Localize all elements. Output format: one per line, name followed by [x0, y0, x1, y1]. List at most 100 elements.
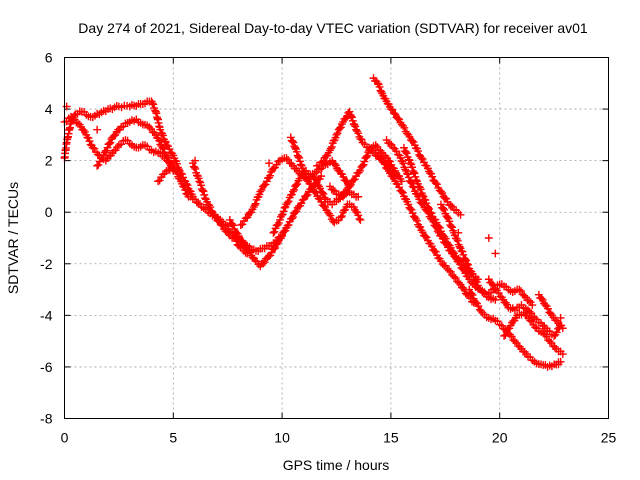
data-point	[359, 160, 368, 169]
data-point	[432, 218, 441, 227]
data-point	[257, 186, 266, 194]
data-point	[228, 220, 236, 228]
data-point	[404, 170, 412, 179]
y-axis-label: SDTVAR / TECUs	[5, 182, 21, 294]
series-track-1	[60, 97, 197, 201]
data-point	[386, 157, 394, 166]
data-point	[363, 151, 372, 160]
data-point	[458, 247, 467, 256]
data-point	[441, 234, 450, 243]
data-point	[474, 281, 482, 290]
data-point	[316, 184, 325, 193]
data-point	[159, 131, 167, 140]
data-point	[552, 328, 561, 337]
data-point	[310, 187, 319, 196]
data-point	[234, 232, 243, 240]
data-point	[454, 228, 463, 237]
y-tick-label: -6	[40, 359, 53, 375]
data-point	[409, 183, 418, 192]
data-point	[343, 112, 352, 121]
x-tick-label: 0	[61, 430, 69, 446]
data-point	[431, 179, 440, 188]
data-point	[400, 123, 409, 132]
data-point	[391, 167, 400, 175]
data-point	[102, 146, 111, 155]
data-point	[421, 232, 430, 241]
y-tick-label: -4	[40, 307, 53, 323]
data-point	[356, 216, 365, 224]
data-point	[335, 124, 344, 133]
data-point	[491, 295, 500, 304]
data-point	[350, 203, 358, 211]
data-point	[341, 189, 350, 198]
series-track-19	[500, 308, 567, 358]
data-point	[445, 217, 454, 226]
data-point	[158, 143, 167, 152]
data-point	[405, 132, 414, 141]
data-point	[159, 144, 168, 153]
data-point	[301, 169, 310, 178]
data-point	[288, 137, 297, 146]
data-point	[198, 186, 207, 195]
data-point	[453, 236, 462, 245]
plot-frame	[64, 57, 609, 419]
data-point	[331, 133, 340, 142]
data-point	[417, 154, 426, 162]
data-point	[397, 177, 406, 186]
data-point	[317, 172, 326, 181]
data-point	[238, 237, 247, 245]
data-point	[406, 159, 415, 168]
data-point	[255, 190, 264, 199]
data-point	[318, 188, 327, 197]
data-point	[356, 166, 364, 175]
data-point	[510, 316, 519, 325]
data-points	[60, 74, 567, 371]
data-point	[556, 314, 565, 322]
data-point	[340, 191, 349, 199]
data-point	[351, 122, 360, 131]
data-point	[336, 123, 345, 132]
data-point	[316, 195, 324, 203]
data-point	[439, 204, 448, 213]
data-point	[348, 116, 357, 125]
data-point	[468, 291, 477, 299]
data-point	[103, 143, 112, 152]
data-point	[319, 202, 328, 211]
data-point	[294, 153, 303, 161]
data-point	[173, 169, 182, 177]
data-point	[484, 234, 493, 242]
data-point	[355, 214, 364, 223]
data-point	[284, 197, 293, 206]
data-point	[346, 180, 355, 189]
data-point	[181, 186, 190, 195]
data-point	[287, 214, 296, 223]
x-tick-label: 25	[601, 430, 617, 446]
data-point	[443, 213, 452, 222]
data-point	[408, 182, 417, 191]
data-point	[408, 136, 417, 145]
x-tick-label: 10	[274, 430, 290, 446]
data-point	[292, 147, 301, 156]
data-point	[423, 164, 432, 173]
y-tick-label: 2	[45, 153, 53, 169]
data-point	[311, 175, 320, 184]
data-point	[354, 211, 363, 220]
data-point	[521, 311, 530, 320]
data-point	[180, 183, 189, 191]
data-point	[416, 185, 425, 194]
data-point	[467, 289, 476, 298]
data-point	[393, 180, 402, 189]
data-point	[528, 301, 537, 309]
data-point	[274, 219, 283, 227]
data-point	[278, 210, 287, 219]
data-point	[81, 128, 89, 136]
data-point	[450, 249, 458, 258]
data-point	[261, 180, 270, 189]
data-point	[353, 208, 362, 217]
data-point	[345, 107, 354, 116]
data-point	[427, 209, 436, 218]
data-point	[448, 223, 457, 232]
data-point	[431, 247, 440, 256]
data-point	[554, 360, 563, 369]
